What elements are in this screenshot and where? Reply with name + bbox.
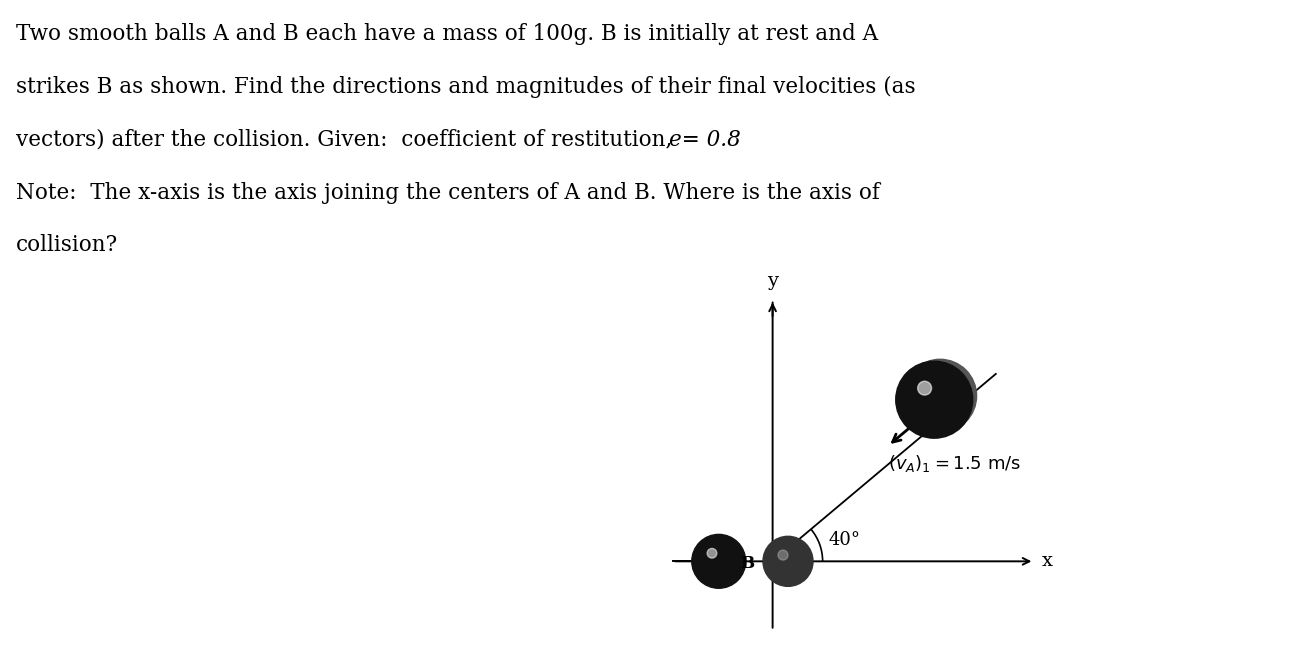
Circle shape [707, 548, 717, 558]
Circle shape [895, 361, 973, 438]
Text: y: y [767, 272, 778, 290]
Text: 40°: 40° [828, 531, 861, 549]
Text: Note:  The x-axis is the axis joining the centers of A and B. Where is the axis : Note: The x-axis is the axis joining the… [16, 182, 880, 203]
Text: Two smooth balls A and B each have a mass of 100g. B is initially at rest and A: Two smooth balls A and B each have a mas… [16, 23, 877, 45]
Text: e= 0.8: e= 0.8 [669, 129, 740, 151]
Circle shape [917, 381, 932, 395]
Text: collision?: collision? [16, 234, 118, 256]
Circle shape [763, 536, 813, 587]
Circle shape [778, 550, 788, 560]
Circle shape [692, 534, 745, 589]
Text: strikes B as shown. Find the directions and magnitudes of their final velocities: strikes B as shown. Find the directions … [16, 76, 915, 98]
Text: x: x [1042, 552, 1053, 570]
Text: $(v_A)_1 = 1.5\ \mathrm{m/s}$: $(v_A)_1 = 1.5\ \mathrm{m/s}$ [888, 453, 1021, 474]
Text: B: B [740, 555, 754, 572]
Text: vectors) after the collision. Given:  coefficient of restitution,: vectors) after the collision. Given: coe… [16, 129, 678, 151]
Circle shape [903, 359, 977, 432]
